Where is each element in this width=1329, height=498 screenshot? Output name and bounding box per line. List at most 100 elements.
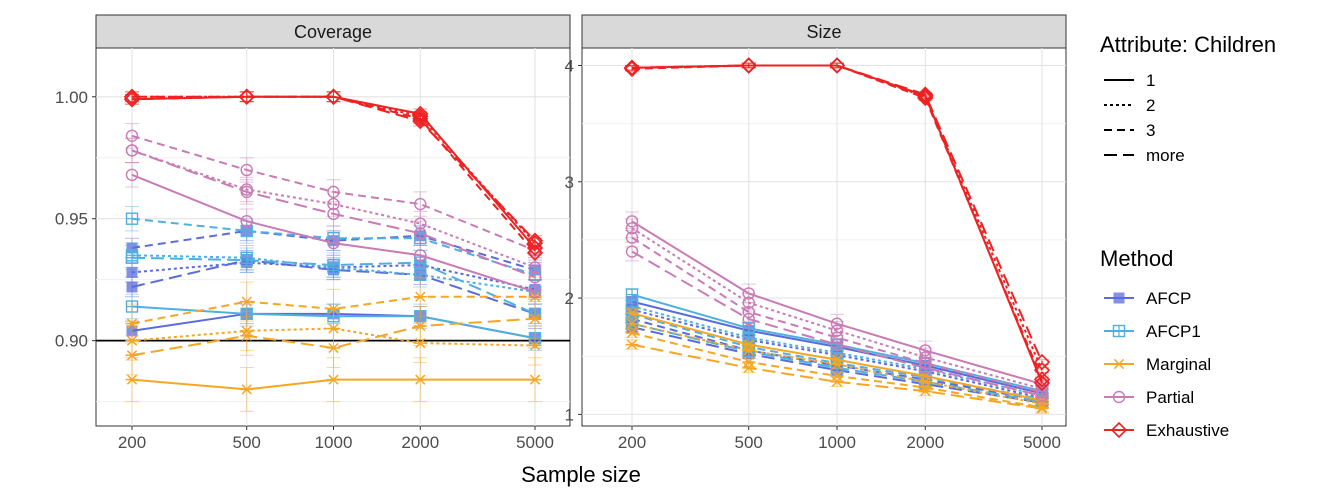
size-series-exhaustive-more-point — [623, 59, 641, 76]
size-series-exhaustive-more-line — [631, 64, 1043, 363]
legend-method-entry-afcp1: AFCP1 — [1104, 322, 1201, 341]
coverage-series-partial-1-point — [528, 285, 542, 299]
size-y-tick-label: 1 — [565, 405, 574, 424]
coverage-y-tick-label: 0.95 — [55, 210, 88, 229]
size-series-marginal-more — [625, 339, 1049, 414]
coverage-series-marginal-more — [125, 298, 542, 376]
coverage-series-afcp-more-point — [126, 281, 138, 293]
coverage-series-afcp1-more-point — [327, 258, 340, 272]
size-series-partial-1-point — [830, 317, 844, 330]
coverage-series-afcp-1-point — [126, 325, 138, 337]
coverage-x-tick-label: 500 — [233, 433, 261, 452]
coverage-series-partial-3-point — [240, 163, 253, 177]
coverage-series-marginal-1 — [125, 357, 542, 412]
coverage-series-marginal-more-point — [528, 313, 542, 324]
coverage-series-marginal-more-point — [413, 320, 427, 332]
coverage-series-partial-2-point — [327, 197, 340, 211]
coverage-series-marginal-2-point — [413, 337, 427, 349]
legend-method: Method AFCP AFCP1 Marginal Partial Exhaustiv… — [1100, 246, 1229, 440]
coverage-series-afcp-3-point — [126, 242, 138, 254]
size-series-marginal-more-point — [918, 385, 932, 397]
size-x-tick-label: 1000 — [818, 433, 856, 452]
coverage-series-partial-more-point — [414, 227, 427, 240]
size-series-exhaustive-more-point — [740, 57, 757, 74]
size-series-marginal-1 — [625, 308, 1049, 406]
size-x-tick-label: 2000 — [906, 433, 944, 452]
coverage-series-partial-3 — [125, 123, 542, 264]
legend-linetype-entry-more: more — [1104, 146, 1185, 165]
size-series-exhaustive-3-point — [623, 60, 641, 78]
size-series-marginal-2-point — [625, 318, 639, 329]
coverage-series-partial-1-line — [131, 173, 536, 293]
coverage-series-partial-3-point — [125, 129, 139, 142]
size-series-afcp1-more-point — [742, 345, 755, 358]
coverage-series-exhaustive-3-point — [412, 110, 429, 127]
coverage-series-marginal-2-point — [125, 335, 139, 346]
size-series-partial-3-point — [830, 331, 844, 344]
coverage-series-afcp1-more-point — [240, 253, 253, 267]
coverage-series-marginal-more-point — [327, 342, 340, 354]
size-series-marginal-more-line — [631, 343, 1043, 410]
size-series-partial-2-point — [1035, 382, 1049, 395]
legend-linetype-label: more — [1146, 146, 1185, 165]
size-y-tick-label: 3 — [565, 173, 574, 192]
coverage-series-marginal-3 — [125, 276, 542, 344]
coverage-series-partial-1-errorbar — [125, 162, 139, 188]
coverage-series-afcp1-1-point — [240, 307, 253, 321]
coverage-panel-title: Coverage — [294, 22, 372, 42]
size-panel-title: Size — [806, 22, 841, 42]
size-series-marginal-2-point — [830, 359, 844, 370]
size-series-partial-2-line — [631, 227, 1043, 390]
coverage-series-partial-more-point — [327, 207, 340, 221]
coverage-y-tick-label: 1.00 — [55, 88, 88, 107]
size-series-partial-more-errorbar — [830, 334, 844, 355]
size-series-exhaustive-1-point — [1033, 374, 1051, 392]
coverage-series-partial-more-point — [125, 144, 139, 157]
coverage-series-marginal-1-point — [327, 374, 340, 385]
legend-method-marker — [1113, 292, 1125, 304]
size-x-tick-label: 200 — [618, 433, 646, 452]
size-y-tick-label: 2 — [565, 289, 574, 308]
coverage-series-marginal-1-point — [125, 374, 139, 385]
legend-method-label: Marginal — [1146, 355, 1211, 374]
coverage-series-partial-more-errorbar — [125, 137, 139, 164]
size-x-tick-label: 500 — [735, 433, 763, 452]
coverage-series-marginal-2 — [125, 308, 542, 366]
coverage-x-tick-label: 200 — [118, 433, 146, 452]
size-series-partial-3-line — [631, 236, 1043, 394]
coverage-series-partial-3-errorbar — [413, 191, 428, 217]
size-series-exhaustive-2-point — [917, 88, 934, 105]
legend-method-marker — [1112, 390, 1126, 404]
coverage-series-partial-2-point — [414, 217, 427, 230]
coverage-series-marginal-1-point — [240, 384, 254, 395]
size-series-marginal-1-point — [625, 308, 639, 319]
legend-method-title: Method — [1100, 246, 1173, 271]
coverage-series-partial-more-line — [131, 149, 536, 279]
size-y-tick-label: 4 — [565, 56, 574, 75]
coverage-series-afcp-more-line — [131, 259, 536, 315]
coverage-series-marginal-3-point — [413, 291, 427, 302]
coverage-series-afcp1-1-point — [125, 300, 139, 313]
size-series-partial-3-point — [919, 356, 932, 370]
legend-linetype-entry-2: 2 — [1104, 96, 1155, 115]
legend-method-label: AFCP — [1146, 289, 1191, 308]
size-series-partial-1 — [625, 211, 1049, 394]
size-series-exhaustive-more — [623, 57, 1051, 371]
legend-method-entry-exhaustive: Exhaustive — [1104, 421, 1229, 440]
coverage-series-marginal-1-point — [413, 374, 427, 385]
coverage-series-partial-more-errorbar — [413, 220, 428, 247]
legend-method-label: AFCP1 — [1146, 322, 1201, 341]
coverage-panel-strip — [95, 14, 571, 49]
size-series-partial-more-point — [742, 312, 755, 326]
size-series-marginal-more-point — [625, 339, 639, 350]
coverage-x-tick-label: 5000 — [516, 433, 554, 452]
coverage-series-afcp-3-line — [131, 229, 536, 271]
legend-linetype-label: 2 — [1146, 96, 1155, 115]
coverage-series-exhaustive-2-point — [412, 108, 429, 125]
size-series-partial-more-point — [919, 361, 932, 375]
coverage-series-afcp1-more-point — [414, 256, 427, 269]
size-series-partial-2-point — [830, 324, 844, 337]
size-series-partial-1-point — [919, 344, 932, 357]
size-x-tick-label: 5000 — [1023, 433, 1061, 452]
